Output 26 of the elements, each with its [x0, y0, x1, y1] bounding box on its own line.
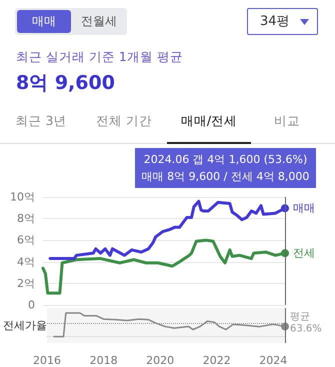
text: 전월세	[80, 13, 118, 30]
y-tick-label: 4억	[17, 255, 35, 268]
text: 최근 3년	[14, 113, 68, 130]
text: 2024.06 갭 4억 1,600 (53.6%)	[142, 152, 308, 168]
text: 매매 8억 9,600 / 전세 4억 8,000	[140, 169, 310, 185]
y-tick-label: 0	[28, 298, 35, 312]
text: 매매	[17, 10, 71, 33]
series-label: 전세	[293, 246, 315, 260]
text: 비교	[273, 113, 301, 130]
chart-title: 8억 9,600	[16, 71, 115, 96]
y-tick-label: 2억	[17, 276, 35, 290]
y-tick-label: 10억	[10, 190, 35, 204]
chart-subtitle: 최근 실거래 기준 1개월 평균	[16, 49, 183, 66]
x-tick-label: 2022	[202, 354, 231, 367]
series-label: 매매	[293, 202, 315, 215]
x-tick-label: 2020	[146, 354, 174, 367]
y-tick-label: 8억	[17, 212, 35, 226]
ref-line-label: 평균 63.6%	[290, 312, 322, 335]
x-tick-label: 2024	[259, 354, 288, 367]
y-tick-label: 6억	[17, 234, 35, 247]
text: 전체 기간	[95, 113, 153, 130]
y-axis-title: 전세가율	[3, 319, 47, 332]
x-tick-label: 2018	[90, 354, 118, 367]
text: 34평	[260, 13, 290, 31]
x-tick-label: 2016	[33, 354, 61, 367]
text: 매매/전세	[180, 113, 238, 130]
